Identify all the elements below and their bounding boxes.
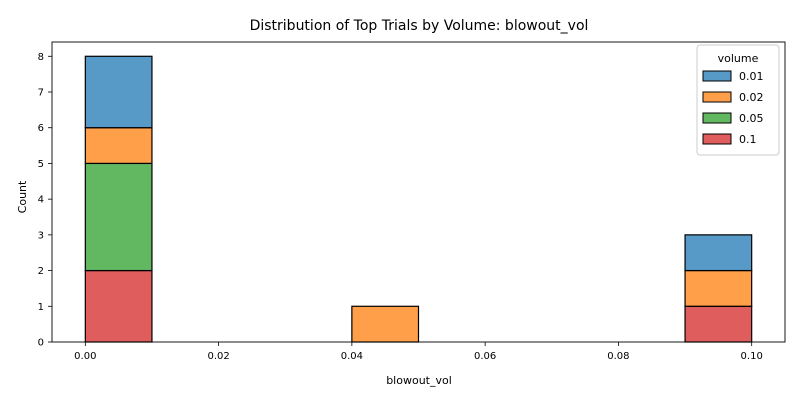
bar-0.02-bin-4 bbox=[351, 305, 420, 343]
x-tick-label: 0.00 bbox=[74, 351, 96, 362]
legend-title: volume bbox=[718, 52, 759, 65]
y-tick-label: 3 bbox=[38, 230, 44, 241]
y-tick-label: 8 bbox=[38, 52, 44, 63]
x-axis-label: blowout_vol bbox=[386, 374, 452, 387]
legend-label-0.1: 0.1 bbox=[739, 133, 757, 146]
chart-title: Distribution of Top Trials by Volume: bl… bbox=[250, 18, 589, 34]
bar-0.1-bin-9 bbox=[684, 305, 753, 343]
bar-0.05-bin-0 bbox=[84, 162, 153, 272]
y-tick-label: 0 bbox=[38, 338, 44, 349]
legend-label-0.02: 0.02 bbox=[739, 91, 764, 104]
legend-label-0.01: 0.01 bbox=[739, 70, 764, 83]
x-tick-label: 0.04 bbox=[341, 351, 363, 362]
x-tick-label: 0.02 bbox=[207, 351, 229, 362]
legend-swatch-0.02 bbox=[702, 91, 732, 103]
y-tick-label: 4 bbox=[38, 195, 44, 206]
x-tick-label: 0.08 bbox=[607, 351, 629, 362]
legend-swatch-0.1 bbox=[702, 133, 732, 145]
legend-swatch-0.01 bbox=[702, 70, 732, 82]
y-axis-label: Count bbox=[16, 180, 29, 213]
bar-0.01-bin-0 bbox=[84, 55, 153, 129]
y-tick-label: 7 bbox=[38, 88, 44, 99]
x-tick-label: 0.10 bbox=[741, 351, 763, 362]
bar-0.01-bin-9 bbox=[684, 234, 753, 272]
bar-0.1-bin-0 bbox=[84, 269, 153, 343]
y-tick-label: 1 bbox=[38, 302, 44, 313]
y-tick-label: 5 bbox=[38, 159, 44, 170]
legend-label-0.05: 0.05 bbox=[739, 112, 764, 125]
bar-0.02-bin-9 bbox=[684, 269, 753, 307]
bar-0.02-bin-0 bbox=[84, 127, 153, 165]
x-tick-label: 0.06 bbox=[474, 351, 496, 362]
legend: volume 0.01 0.02 0.05 0.1 bbox=[696, 44, 780, 156]
legend-swatch-0.05 bbox=[702, 112, 732, 124]
y-tick-label: 2 bbox=[38, 266, 44, 277]
plot-area: 0.00 0.02 0.04 0.06 0.08 0.10 0 1 2 3 4 5 6 7 8 bbox=[38, 41, 786, 362]
y-tick-label: 6 bbox=[38, 123, 44, 134]
axes-frame bbox=[51, 41, 786, 343]
